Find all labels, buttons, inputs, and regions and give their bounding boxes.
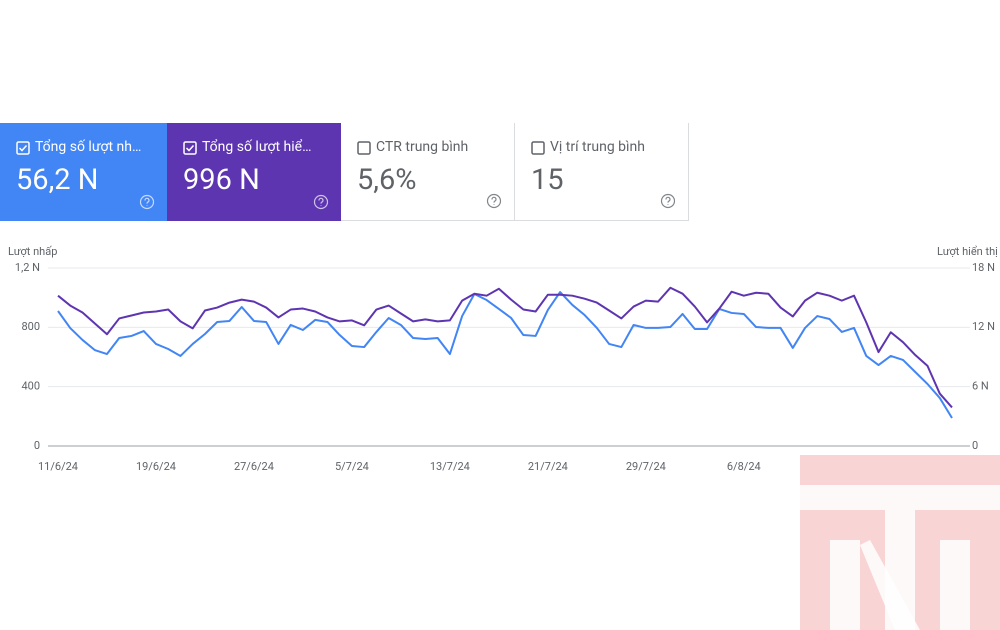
checkbox-frame xyxy=(183,141,197,155)
y-tick-label: 400 xyxy=(21,380,40,393)
x-tick-label: 6/8/24 xyxy=(727,460,761,473)
metric-card[interactable]: Vị trí trung bình 15 xyxy=(515,123,689,221)
help-mark xyxy=(665,196,671,205)
checkmark xyxy=(18,144,28,152)
help-circle xyxy=(660,193,676,209)
x-tick-label: 11/6/24 xyxy=(38,460,78,473)
watermark xyxy=(800,455,1000,630)
checkbox-frame xyxy=(357,141,371,155)
x-tick-label: 29/7/24 xyxy=(626,460,666,473)
help-circle xyxy=(486,193,502,209)
help-icon xyxy=(313,194,329,210)
help-mark xyxy=(491,196,497,205)
help-circle xyxy=(139,194,155,210)
checkbox[interactable] xyxy=(16,141,30,155)
metric-label: Vị trí trung bình xyxy=(550,139,645,155)
metric-value: 996 N xyxy=(183,163,260,197)
y-tick-label: 0 xyxy=(34,439,40,452)
y2-axis-title: Lượt hiển thị xyxy=(937,245,998,258)
y2-tick-label: 6 N xyxy=(972,380,989,393)
series-line xyxy=(57,286,953,409)
checkbox[interactable] xyxy=(357,141,371,155)
metric-card[interactable]: Tổng số lượt hiể… 996 N xyxy=(167,123,341,221)
chart: Lượt nhấp Lượt hiển thị 0 400 800 1,2 N 0 6 N… xyxy=(8,245,998,473)
metric-card[interactable]: CTR trung bình 5,6% xyxy=(341,123,515,221)
help-mark xyxy=(144,197,150,206)
x-tick-label: 19/6/24 xyxy=(136,460,176,473)
y2-tick-label: 18 N xyxy=(972,261,995,274)
x-tick-label: 21/7/24 xyxy=(528,460,568,473)
checkbox-frame xyxy=(16,141,30,155)
y2-tick-label: 12 N xyxy=(972,320,995,333)
metric-value: 15 xyxy=(531,163,564,197)
y2-tick-label: 0 xyxy=(972,439,978,452)
help-icon xyxy=(486,193,502,209)
x-tick-label: 13/7/24 xyxy=(430,460,470,473)
checkmark xyxy=(185,144,195,152)
metric-value: 5,6% xyxy=(357,163,417,197)
metric-label: CTR trung bình xyxy=(376,139,469,155)
checkbox-frame xyxy=(531,141,545,155)
metric-card[interactable]: Tổng số lượt nh… 56,2 N xyxy=(0,123,167,221)
checkbox[interactable] xyxy=(531,141,545,155)
metric-value: 56,2 N xyxy=(16,163,99,197)
x-tick-label: 27/6/24 xyxy=(234,460,274,473)
metric-label: Tổng số lượt nh… xyxy=(35,139,142,155)
series-line xyxy=(57,291,953,419)
y-axis-title: Lượt nhấp xyxy=(8,245,57,258)
help-circle xyxy=(313,194,329,210)
help-mark xyxy=(318,197,324,206)
checkbox[interactable] xyxy=(183,141,197,155)
help-icon xyxy=(139,194,155,210)
metric-label: Tổng số lượt hiể… xyxy=(202,139,312,155)
help-icon xyxy=(660,193,676,209)
x-tick-label: 5/7/24 xyxy=(335,460,369,473)
y-tick-label: 1,2 N xyxy=(15,261,40,274)
y-tick-label: 800 xyxy=(21,320,40,333)
